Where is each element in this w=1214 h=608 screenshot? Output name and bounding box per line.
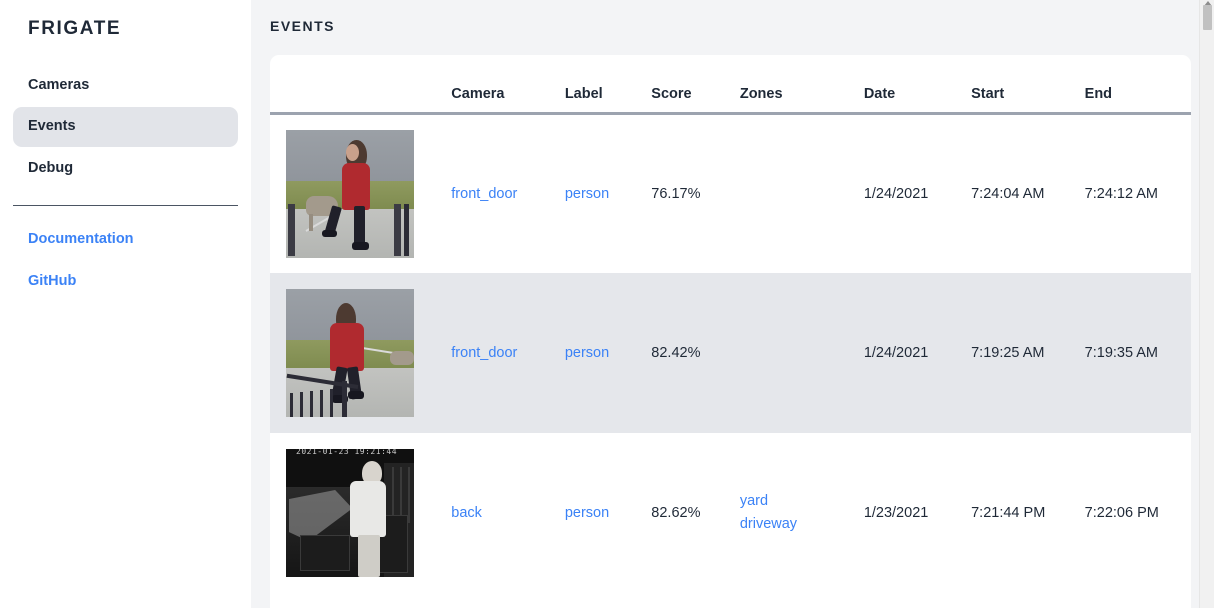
label-link[interactable]: person (564, 185, 610, 202)
cell-score: 82.62% (651, 505, 701, 521)
events-table-body: front_door person 76.17% 1/24/2021 7:24:… (270, 113, 1191, 593)
vertical-scrollbar[interactable] (1199, 0, 1214, 608)
label-link[interactable]: person (564, 505, 610, 521)
camera-link[interactable]: front_door (451, 185, 518, 202)
column-header-end[interactable]: End (1084, 85, 1113, 102)
app-brand: FRIGATE (28, 18, 122, 39)
thumb-rail-right (404, 203, 409, 256)
cell-score: 82.42% (651, 273, 740, 433)
column-header-start[interactable]: Start (971, 85, 1005, 102)
cell-date: 1/23/2021 (863, 505, 929, 521)
cell-end: 7:24:12 AM (1084, 185, 1159, 202)
cell-score: 76.17% (651, 185, 701, 202)
cell-date: 1/24/2021 (863, 273, 972, 433)
thumb-person-shoe-2 (348, 391, 364, 399)
vertical-scrollbar-thumb[interactable] (1203, 5, 1212, 30)
events-table-head: Camera Label Score Zones Date Start End (270, 55, 1191, 113)
cell-camera: back (451, 433, 565, 593)
label-link[interactable]: person (564, 345, 610, 361)
scroll-up-arrow-icon[interactable] (1204, 1, 1212, 6)
thumb-railing-slat-5 (330, 389, 333, 417)
table-row[interactable]: 2021-01-23 19:21:44 back person 82.62% y… (270, 433, 1191, 593)
thumb-post-right (394, 203, 401, 256)
table-row[interactable]: front_door person 76.17% 1/24/2021 7:24:… (270, 113, 1191, 273)
thumb-night-timestamp: 2021-01-23 19:21:44 (296, 449, 398, 456)
table-header-row: Camera Label Score Zones Date Start End (270, 55, 1191, 113)
thumb-railing-post (342, 381, 347, 417)
cell-date: 1/24/2021 (863, 185, 929, 202)
zone-link[interactable]: driveway (739, 516, 798, 532)
cell-label: person (565, 113, 651, 273)
thumb-person-coat (330, 323, 364, 371)
sidebar-item-cameras[interactable]: Cameras (28, 77, 90, 93)
column-header-camera[interactable]: Camera (451, 85, 505, 102)
event-thumbnail-image[interactable]: 2021-01-23 19:21:44 (286, 449, 414, 577)
cell-camera: front_door (451, 273, 565, 433)
thumb-railing-slat-2 (300, 392, 303, 417)
column-header-label[interactable]: Label (564, 85, 603, 102)
cell-start: 7:21:44 PM (971, 505, 1046, 521)
page-title: EVENTS (270, 18, 336, 34)
thumb-person-face (346, 143, 359, 161)
cell-start: 7:19:25 AM (971, 273, 1085, 433)
camera-link[interactable]: front_door (451, 345, 518, 361)
thumb-dog-body (390, 351, 414, 365)
cell-camera: front_door (451, 113, 565, 273)
sidebar-divider (13, 205, 238, 207)
thumb-dog-leg-1 (309, 213, 313, 231)
thumb-sidewalk (286, 209, 414, 258)
column-header-zones[interactable]: Zones (739, 85, 783, 102)
events-table: Camera Label Score Zones Date Start End (270, 55, 1191, 593)
thumb-person-shoe-1 (322, 229, 337, 237)
main-content: EVENTS Camera Label Score Zones Date Sta… (251, 0, 1214, 608)
camera-link[interactable]: back (451, 505, 482, 521)
cell-thumbnail[interactable] (270, 113, 451, 273)
event-thumbnail-image[interactable] (286, 129, 414, 258)
column-header-date[interactable]: Date (863, 85, 896, 102)
thumb-post-left (288, 203, 295, 256)
thumb-night-fence-slat-2 (400, 467, 402, 523)
thumb-railing-slat-4 (320, 390, 323, 417)
sidebar-item-events[interactable]: Events (13, 107, 238, 147)
events-card: Camera Label Score Zones Date Start End (270, 55, 1191, 608)
thumb-night-fence-slat-1 (408, 467, 410, 523)
sidebar-item-debug[interactable]: Debug (28, 159, 74, 176)
thumb-night-fence-slat-3 (392, 467, 394, 523)
event-thumbnail-image[interactable] (286, 289, 414, 417)
thumb-person-shoe-1 (332, 395, 348, 403)
cell-label: person (564, 273, 652, 433)
cell-thumbnail[interactable] (270, 273, 452, 433)
sidebar-external-links: Documentation GitHub (0, 220, 251, 301)
sidebar-link-github[interactable]: GitHub (28, 272, 77, 289)
column-header-thumbnail (270, 55, 451, 113)
zone-link[interactable]: yard (739, 492, 769, 509)
thumb-night-person-pants (358, 535, 380, 577)
column-header-score[interactable]: Score (651, 85, 692, 102)
cell-label: person (565, 433, 651, 593)
cell-zones: yard driveway (740, 433, 864, 593)
thumb-person-leg-2 (354, 205, 365, 245)
thumb-person-coat (342, 162, 370, 210)
thumb-night-person-head (362, 461, 382, 485)
cell-thumbnail[interactable]: 2021-01-23 19:21:44 (270, 433, 451, 593)
cell-zones (739, 273, 864, 433)
sidebar-nav: Cameras Events Debug (0, 66, 251, 188)
thumb-railing-slat-1 (290, 393, 293, 417)
sidebar-link-documentation[interactable]: Documentation (28, 231, 134, 248)
cell-zones (740, 113, 864, 273)
thumb-night-trash-bin (300, 535, 350, 571)
cell-start: 7:24:04 AM (971, 185, 1045, 202)
thumb-night-person-shirt (350, 481, 386, 537)
table-row[interactable]: front_door person 82.42% 1/24/2021 7:19:… (270, 273, 1191, 433)
thumb-person-shoe-2 (352, 241, 369, 250)
cell-end: 7:22:06 PM (1084, 505, 1159, 521)
sidebar: FRIGATE Cameras Events Debug Documentati… (0, 0, 251, 608)
cell-end: 7:19:35 AM (1084, 273, 1191, 433)
thumb-railing-slat-3 (310, 391, 313, 417)
